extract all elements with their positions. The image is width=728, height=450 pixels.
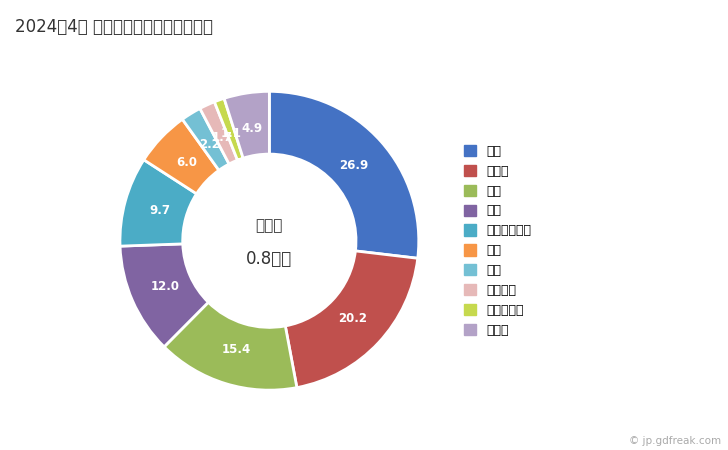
Text: 2024年4月 輸出相手国のシェア（％）: 2024年4月 輸出相手国のシェア（％）	[15, 18, 213, 36]
Wedge shape	[183, 108, 229, 170]
Text: 20.2: 20.2	[338, 312, 367, 325]
Wedge shape	[215, 99, 243, 160]
Text: 1.7: 1.7	[212, 131, 232, 144]
Text: 0.8億円: 0.8億円	[246, 250, 293, 268]
Wedge shape	[224, 91, 269, 158]
Text: 1.1: 1.1	[221, 127, 242, 140]
Text: 6.0: 6.0	[177, 156, 197, 169]
Text: 総　額: 総 額	[256, 218, 283, 233]
Text: 2.2: 2.2	[199, 138, 221, 151]
Text: 4.9: 4.9	[242, 122, 263, 135]
Text: 12.0: 12.0	[151, 280, 180, 293]
Legend: タイ, インド, 香港, 米国, シンガポール, 台湾, 中国, フランス, ルーマニア, その他: タイ, インド, 香港, 米国, シンガポール, 台湾, 中国, フランス, ル…	[464, 145, 531, 337]
Wedge shape	[269, 91, 419, 258]
Text: 9.7: 9.7	[149, 204, 170, 217]
Text: 26.9: 26.9	[339, 159, 369, 172]
Text: © jp.gdfreak.com: © jp.gdfreak.com	[628, 436, 721, 446]
Wedge shape	[200, 102, 237, 164]
Wedge shape	[144, 119, 219, 194]
Wedge shape	[164, 302, 297, 390]
Wedge shape	[120, 244, 208, 347]
Wedge shape	[285, 251, 418, 387]
Text: 15.4: 15.4	[221, 343, 250, 356]
Wedge shape	[120, 160, 197, 246]
